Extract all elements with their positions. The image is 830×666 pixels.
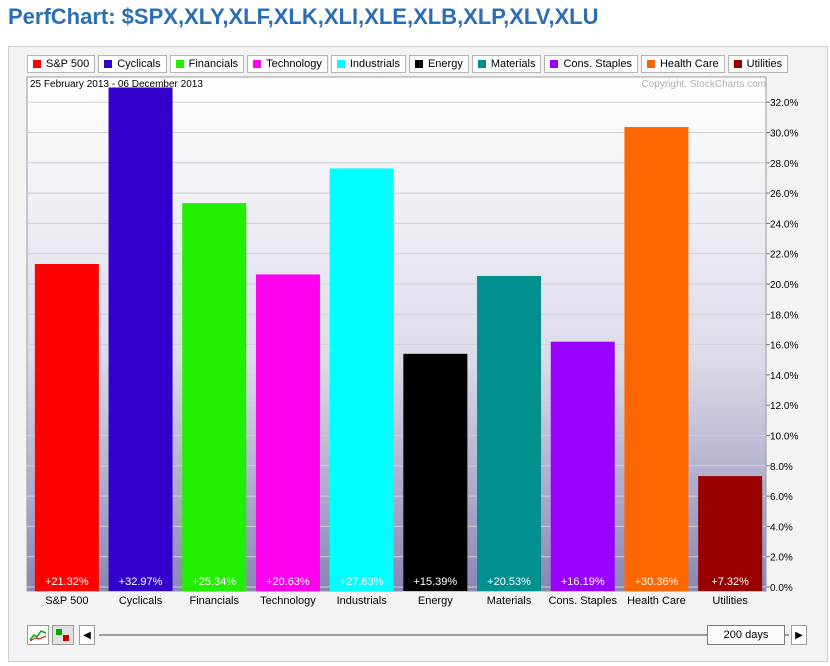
y-tick-label: 20.0%: [770, 280, 798, 291]
chart-navigation: ◀ 200 days ▶: [27, 625, 811, 647]
bar[interactable]: [698, 476, 763, 591]
perf-chart-icon[interactable]: [52, 625, 74, 645]
legend-label: Health Care: [659, 58, 719, 70]
y-tick-label: 0.0%: [770, 583, 793, 594]
bar-value-label: +20.53%: [487, 576, 531, 588]
y-tick-label: 2.0%: [770, 553, 793, 564]
x-tick-label: Health Care: [627, 595, 686, 607]
bar-value-label: +7.32%: [711, 576, 749, 588]
bar-value-label: +16.19%: [561, 576, 605, 588]
y-tick-label: 14.0%: [770, 371, 798, 382]
scroll-track[interactable]: [99, 634, 789, 636]
legend-label: Financials: [188, 58, 239, 70]
y-tick-label: 4.0%: [770, 522, 793, 533]
bar[interactable]: [34, 264, 99, 591]
bar[interactable]: [403, 353, 468, 591]
period-slider-handle[interactable]: 200 days: [707, 625, 785, 645]
bar[interactable]: [329, 168, 394, 591]
y-tick-label: 12.0%: [770, 401, 798, 412]
legend-swatch: [33, 60, 41, 68]
y-tick-label: 30.0%: [770, 129, 798, 140]
x-tick-label: Financials: [189, 595, 239, 607]
line-chart-icon[interactable]: [27, 625, 49, 645]
legend-swatch: [336, 60, 345, 68]
legend-label: Cyclicals: [117, 58, 161, 70]
y-tick-label: 16.0%: [770, 341, 798, 352]
date-range: 25 February 2013 - 06 December 2013: [30, 79, 203, 90]
legend-item[interactable]: Industrials: [330, 55, 406, 73]
bar[interactable]: [477, 275, 542, 591]
chart-legend: S&P 500 Cyclicals Financials Technology Indu…: [27, 55, 789, 73]
scroll-left-button[interactable]: ◀: [79, 625, 95, 645]
bar[interactable]: [624, 127, 689, 592]
legend-item[interactable]: Technology: [247, 55, 328, 73]
legend-item[interactable]: Materials: [471, 55, 542, 73]
legend-item[interactable]: Financials: [169, 55, 245, 73]
legend-item[interactable]: Utilities: [727, 55, 789, 73]
y-tick-label: 26.0%: [770, 189, 798, 200]
bar-value-label: +27.63%: [340, 576, 384, 588]
x-tick-label: Cons. Staples: [549, 595, 618, 607]
bar[interactable]: [255, 274, 320, 591]
bar-value-label: +20.63%: [266, 576, 310, 588]
legend-swatch: [550, 60, 559, 68]
y-tick-label: 22.0%: [770, 250, 798, 261]
bar-value-label: +25.34%: [192, 576, 236, 588]
legend-item[interactable]: Cons. Staples: [544, 55, 638, 73]
legend-item[interactable]: Health Care: [640, 55, 725, 73]
legend-label: Industrials: [349, 58, 400, 70]
legend-swatch: [253, 60, 262, 68]
scroll-right-button[interactable]: ▶: [791, 625, 807, 645]
legend-item[interactable]: S&P 500: [27, 55, 96, 73]
page-title: PerfChart: $SPX,XLY,XLF,XLK,XLI,XLE,XLB,…: [8, 4, 599, 29]
y-tick-label: 24.0%: [770, 219, 798, 230]
y-tick-label: 6.0%: [770, 492, 793, 503]
y-tick-label: 32.0%: [770, 98, 798, 109]
legend-swatch: [414, 60, 423, 68]
bar[interactable]: [182, 203, 247, 591]
legend-label: Materials: [490, 58, 536, 70]
legend-item[interactable]: Energy: [408, 55, 469, 73]
y-tick-label: 10.0%: [770, 432, 798, 443]
x-tick-label: S&P 500: [45, 595, 88, 607]
legend-swatch: [477, 60, 486, 68]
bar-value-label: +30.36%: [635, 576, 679, 588]
legend-item[interactable]: Cyclicals: [98, 55, 167, 73]
legend-label: Technology: [266, 58, 322, 70]
bar-value-label: +21.32%: [45, 576, 89, 588]
x-tick-label: Technology: [260, 595, 316, 607]
legend-swatch: [104, 60, 113, 68]
x-tick-label: Energy: [418, 595, 453, 607]
x-tick-label: Cyclicals: [119, 595, 163, 607]
legend-label: Cons. Staples: [563, 58, 632, 70]
legend-swatch: [733, 60, 742, 68]
x-tick-label: Materials: [487, 595, 532, 607]
y-tick-label: 18.0%: [770, 310, 798, 321]
bar-value-label: +15.39%: [413, 576, 457, 588]
x-tick-label: Industrials: [337, 595, 388, 607]
y-tick-label: 8.0%: [770, 462, 793, 473]
legend-swatch: [646, 60, 655, 68]
legend-label: Utilities: [746, 58, 783, 70]
legend-swatch: [175, 60, 184, 68]
x-tick-label: Utilities: [712, 595, 748, 607]
bar[interactable]: [108, 87, 173, 591]
y-tick-label: 28.0%: [770, 159, 798, 170]
bar-value-label: +32.97%: [119, 576, 163, 588]
copyright-text: Copyright, StockCharts.com: [641, 79, 767, 90]
legend-label: Energy: [427, 58, 463, 70]
bar[interactable]: [550, 341, 615, 591]
legend-label: S&P 500: [46, 58, 90, 70]
